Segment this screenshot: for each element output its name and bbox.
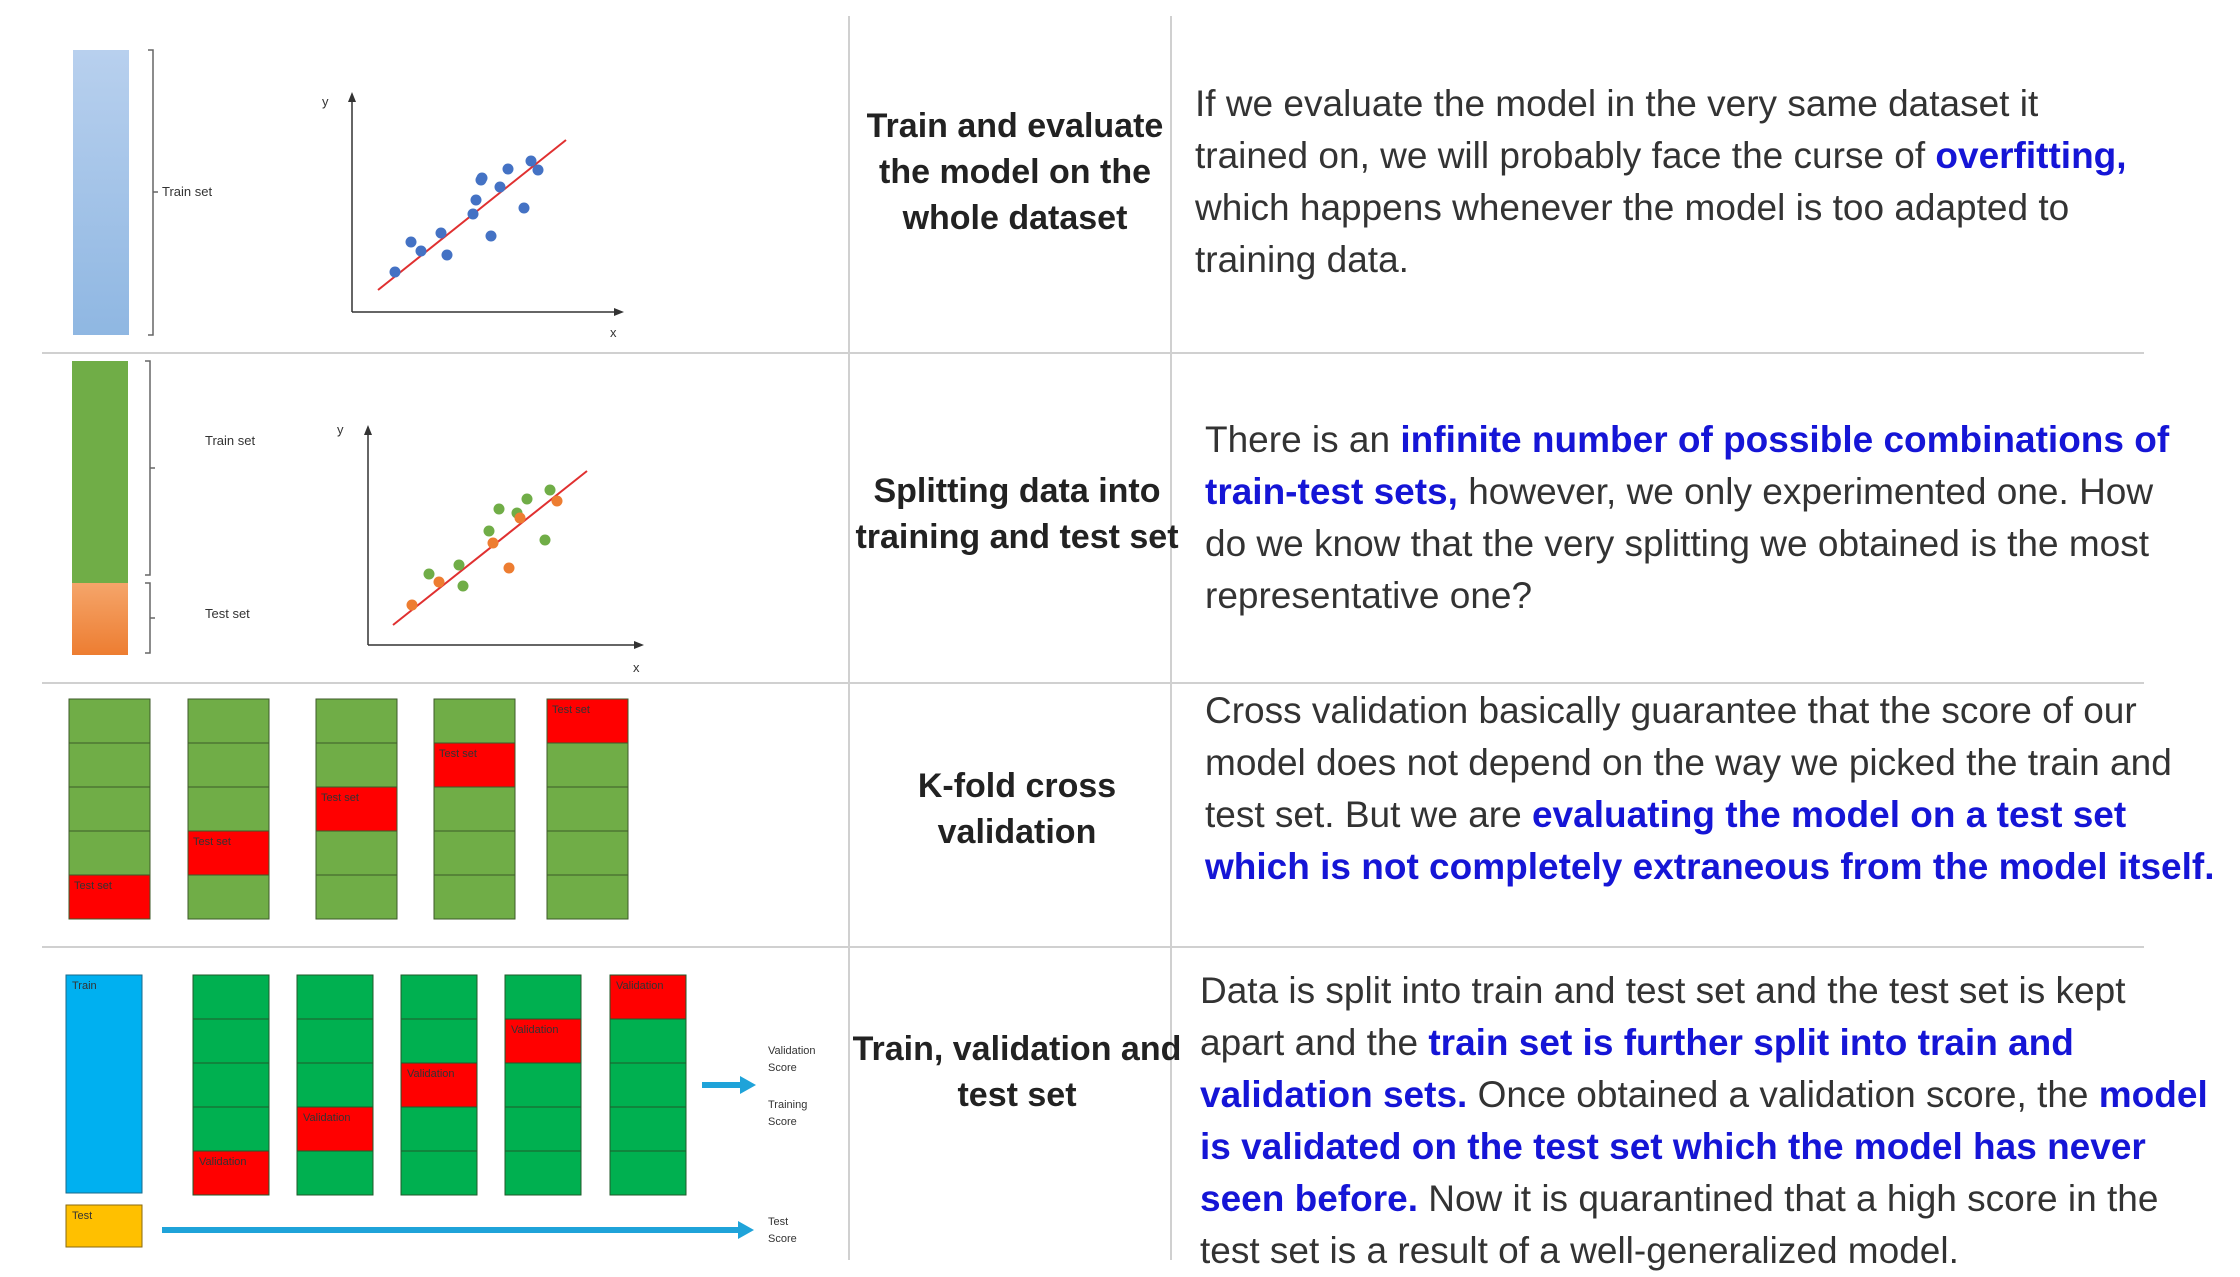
fold-5-test-label: Test set	[552, 704, 590, 716]
fold-1	[68, 698, 151, 920]
fold-2-test-label: Test set	[193, 836, 231, 848]
validation-arrow-head	[740, 1076, 756, 1094]
training-score-label: Training Score	[768, 1099, 807, 1128]
train-set-label: Train set	[205, 433, 255, 448]
validation-fold-1	[192, 974, 270, 1196]
test-score-label: Test Score	[768, 1216, 797, 1245]
row-divider-1	[42, 352, 2144, 354]
whole-dataset-illustration: Train set y x	[73, 49, 624, 340]
column-divider-2	[1170, 16, 1172, 1260]
fold-5	[546, 698, 629, 920]
train-label: Train	[72, 980, 97, 992]
y-axis-label: y	[337, 422, 344, 437]
row-1-description: If we evaluate the model in the very sam…	[1195, 83, 2127, 280]
test-arrow-head	[738, 1221, 754, 1239]
train-set-label: Train set	[162, 184, 212, 199]
x-axis-label: x	[610, 325, 617, 340]
validation-fold-1-label: Validation	[199, 1156, 247, 1168]
test-points	[406, 495, 563, 611]
train-set-bracket	[148, 49, 158, 336]
row-4-description: Data is split into train and test set an…	[1200, 970, 2208, 1271]
train-set-bar	[72, 361, 128, 583]
fold-4-test-label: Test set	[439, 748, 477, 760]
row-3-description: Cross validation basically guarantee tha…	[1205, 690, 2215, 887]
data-points	[389, 155, 544, 278]
fold-3-test-label: Test set	[321, 792, 359, 804]
y-axis-label: y	[322, 94, 329, 109]
row-2-title: Splitting data into training and test se…	[855, 472, 1179, 556]
train-test-split-illustration: Train set Test set y x	[72, 360, 644, 675]
row-divider-2	[42, 682, 2144, 684]
validation-fold-3-label: Validation	[407, 1068, 455, 1080]
validation-score-label: Validation Score	[768, 1045, 816, 1074]
train-set-bracket	[145, 360, 155, 576]
validation-fold-4	[504, 974, 582, 1196]
column-divider-1	[848, 16, 850, 1260]
validation-fold-2	[296, 974, 374, 1196]
test-set-bracket	[145, 582, 155, 654]
test-set-label: Test set	[205, 606, 250, 621]
x-axis-arrow	[634, 641, 644, 649]
validation-fold-4-label: Validation	[511, 1024, 559, 1036]
x-axis-arrow	[614, 308, 624, 316]
test-bar	[65, 1204, 143, 1248]
row-4-title: Train, validation and test set	[852, 1030, 1182, 1114]
train-set-bar	[73, 50, 129, 335]
test-set-bar	[72, 583, 128, 655]
train-validation-test-illustration: Train Test Validation Validation Validat…	[65, 974, 816, 1248]
train-points	[423, 484, 556, 592]
fold-2	[187, 698, 270, 920]
row-3-title: K-fold cross validation	[917, 767, 1117, 851]
validation-fold-5	[609, 974, 687, 1196]
test-label: Test	[72, 1210, 92, 1222]
validation-fold-2-label: Validation	[303, 1112, 351, 1124]
fold-4	[433, 698, 516, 920]
row-2-description: There is an infinite number of possible …	[1205, 419, 2170, 616]
train-bar	[65, 974, 143, 1194]
y-axis-arrow	[348, 92, 356, 102]
validation-fold-5-label: Validation	[616, 980, 664, 992]
fit-line	[392, 470, 588, 626]
row-1-title: Train and evaluate the model on the whol…	[866, 107, 1164, 237]
x-axis-label: x	[633, 660, 640, 675]
y-axis-arrow	[364, 425, 372, 435]
fold-3	[315, 698, 398, 920]
row-divider-3	[42, 946, 2144, 948]
k-fold-illustration: Test set Test set Test set Test set Test…	[68, 698, 629, 920]
validation-fold-3	[400, 974, 478, 1196]
fold-1-test-label: Test set	[74, 880, 112, 892]
